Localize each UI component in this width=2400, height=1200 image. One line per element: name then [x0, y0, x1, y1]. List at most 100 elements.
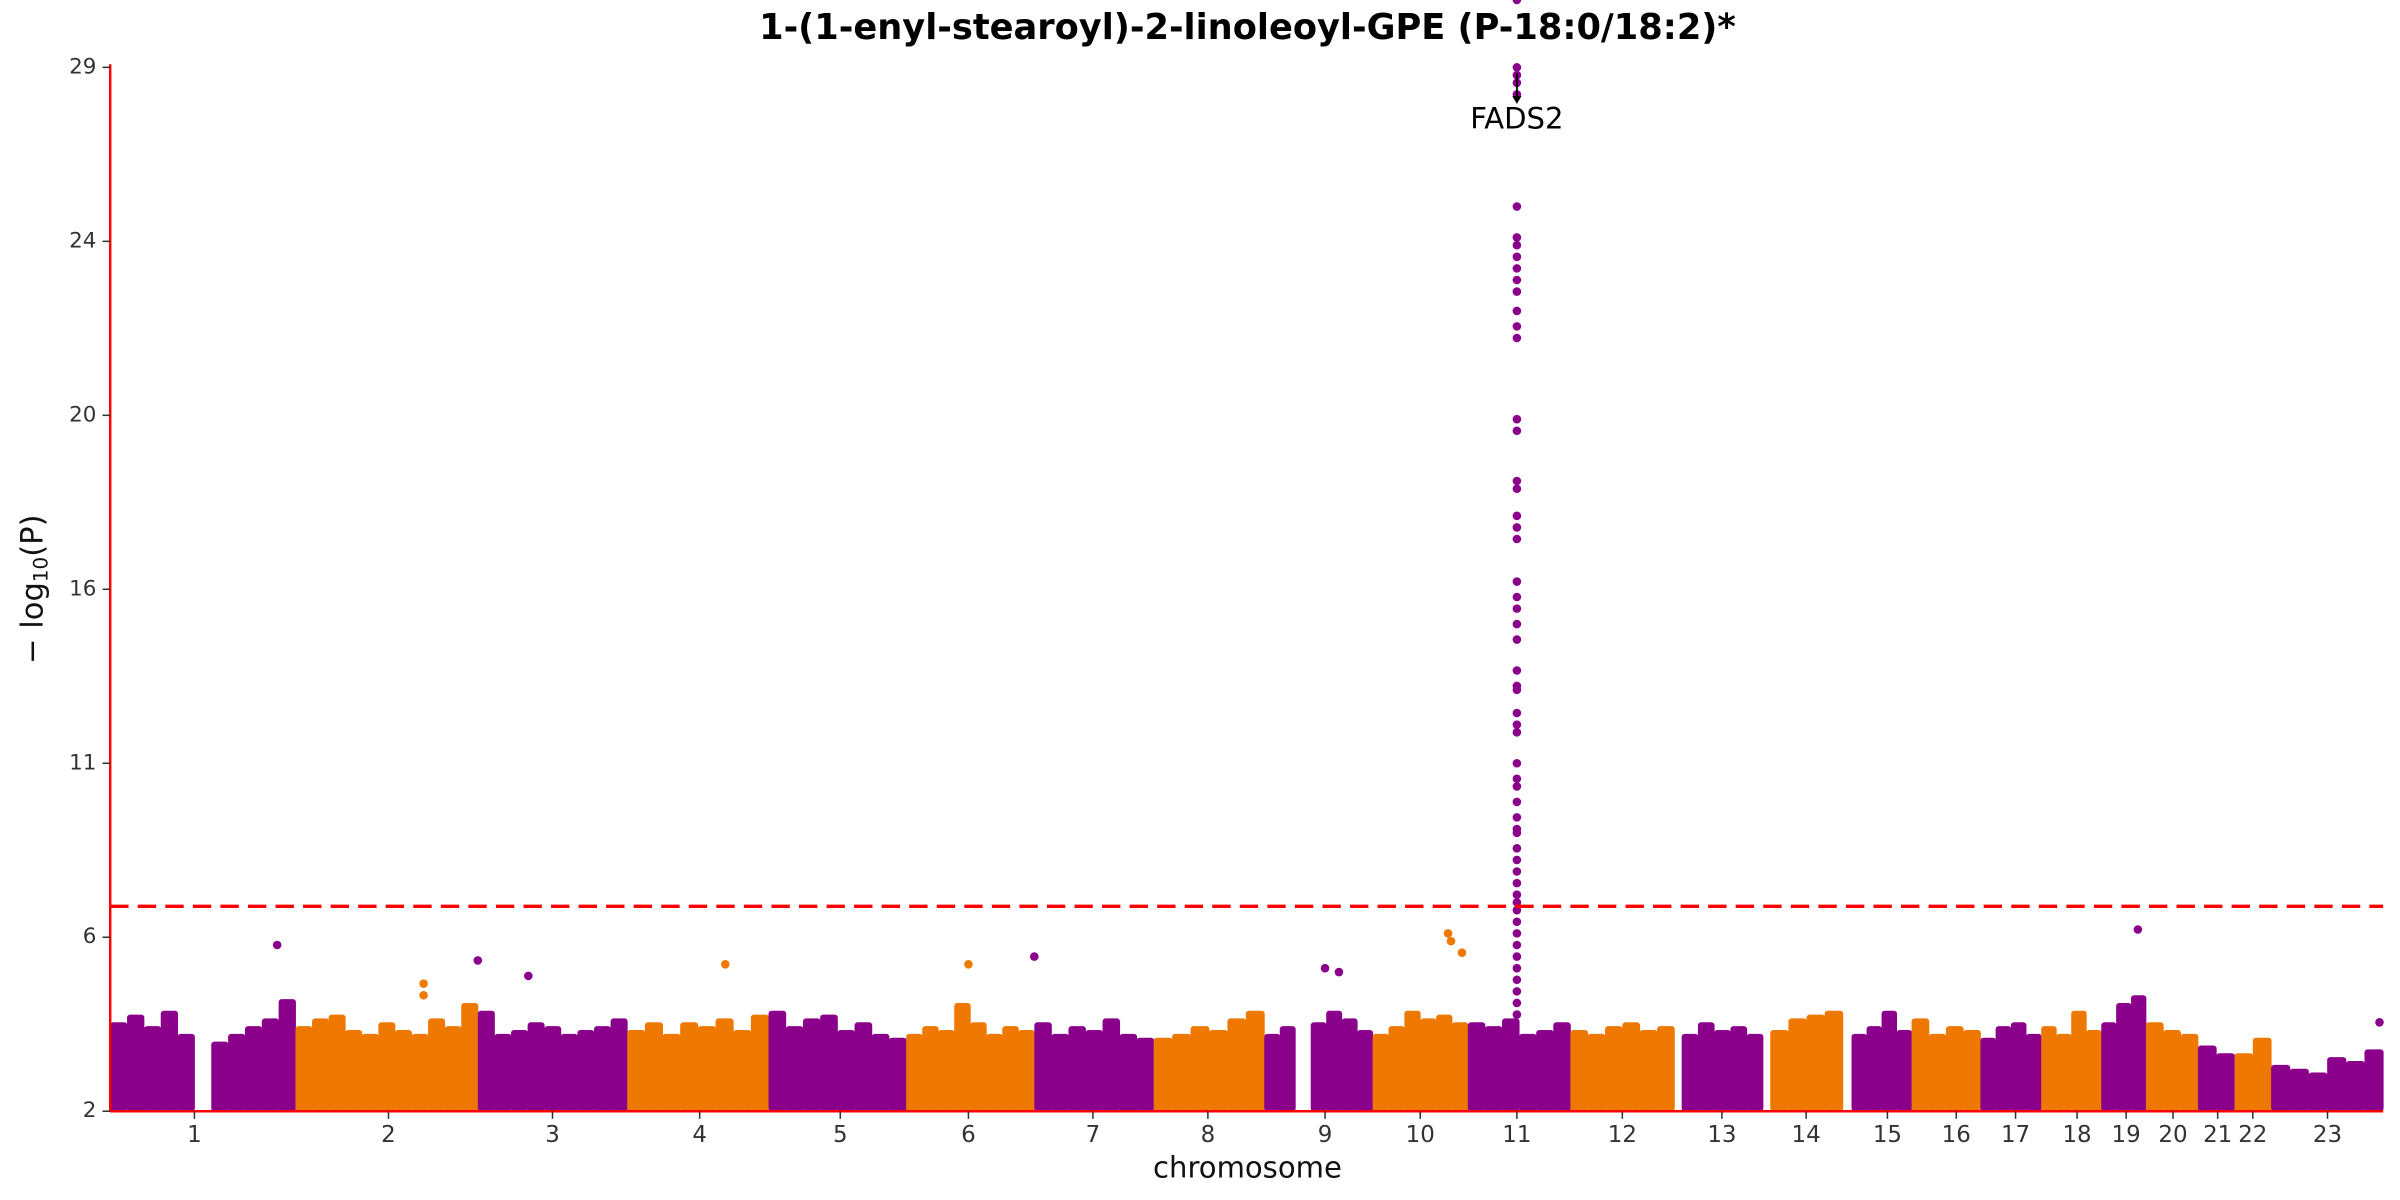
- snp-cloud: [871, 1033, 890, 1112]
- snp-point: [1512, 63, 1522, 72]
- snp-cloud: [1806, 1014, 1826, 1112]
- snp-point: [1512, 855, 1522, 865]
- snp-cloud: [1436, 1014, 1453, 1112]
- x-tick-label: 16: [1942, 1122, 1971, 1148]
- snp-cloud: [1896, 1030, 1913, 1112]
- x-tick-label: 14: [1792, 1122, 1821, 1148]
- snp-cloud: [1467, 1022, 1486, 1112]
- snp-point: [1512, 844, 1522, 853]
- snp-cloud: [428, 1018, 446, 1112]
- snp-cloud: [768, 1010, 787, 1112]
- snp-cloud: [2327, 1057, 2347, 1112]
- snp-cloud: [1945, 1026, 1964, 1112]
- snp-point: [1512, 202, 1522, 211]
- snp-point: [1512, 685, 1522, 695]
- snp-cloud: [1714, 1030, 1731, 1112]
- snp-point: [1512, 878, 1522, 888]
- snp-cloud: [1310, 1022, 1327, 1112]
- snp-point: [1512, 275, 1522, 285]
- snp-cloud: [361, 1033, 379, 1112]
- snp-cloud: [2364, 1049, 2384, 1112]
- snp-cloud: [2025, 1033, 2042, 1112]
- x-tick-label: 17: [2001, 1122, 2030, 1148]
- y-tick-label: 6: [83, 924, 97, 949]
- snp-point: [419, 990, 428, 1000]
- y-tick-label: 2: [83, 1098, 97, 1123]
- snp-cloud: [378, 1022, 396, 1112]
- snp-cloud: [1153, 1037, 1173, 1112]
- snp-cloud: [2289, 1068, 2309, 1112]
- snp-cloud: [1851, 1033, 1868, 1112]
- snp-cloud: [1372, 1033, 1389, 1112]
- snp-point: [1512, 890, 1522, 900]
- snp-cloud: [1824, 1010, 1844, 1112]
- snp-cloud: [1018, 1030, 1035, 1112]
- x-tick-label: 11: [1502, 1122, 1531, 1148]
- y-tick-label: 29: [69, 54, 96, 79]
- snp-point: [272, 940, 282, 950]
- snp-point: [964, 960, 973, 969]
- snp-cloud: [1656, 1026, 1675, 1112]
- snp-cloud: [577, 1030, 595, 1112]
- snp-cloud: [345, 1030, 363, 1112]
- snp-point: [1512, 240, 1522, 250]
- snp-point: [419, 979, 428, 988]
- snp-cloud: [394, 1030, 412, 1112]
- snp-cloud: [1451, 1022, 1469, 1112]
- snp-point: [473, 956, 483, 965]
- snp-cloud: [785, 1026, 804, 1112]
- snp-cloud: [1536, 1030, 1554, 1112]
- snp-cloud: [1928, 1033, 1947, 1112]
- snp-cloud: [2145, 1022, 2164, 1112]
- snp-cloud: [1484, 1026, 1503, 1112]
- snp-point: [1512, 813, 1522, 822]
- snp-point: [1512, 233, 1522, 242]
- snp-point: [1512, 414, 1522, 424]
- snp-cloud: [1227, 1018, 1247, 1112]
- snp-point: [1512, 635, 1522, 644]
- y-tick-label: 16: [69, 576, 96, 601]
- x-tick-label: 23: [2313, 1122, 2342, 1148]
- snp-cloud: [1963, 1030, 1981, 1112]
- snp-point: [1512, 666, 1522, 675]
- y-label-part: − log: [15, 582, 50, 664]
- snp-point: [1512, 975, 1522, 985]
- x-tick-label: 15: [1873, 1122, 1902, 1148]
- snp-point: [2375, 1018, 2384, 1027]
- snp-cloud: [177, 1033, 195, 1112]
- snp-point: [1512, 797, 1522, 807]
- x-tick-label: 4: [692, 1122, 707, 1148]
- snp-point: [1512, 619, 1522, 629]
- snp-point: [1512, 534, 1522, 544]
- snp-cloud: [888, 1037, 907, 1112]
- snp-cloud: [2086, 1030, 2102, 1112]
- snp-cloud: [2180, 1033, 2199, 1112]
- x-tick-label: 7: [1086, 1122, 1101, 1148]
- snp-point: [1512, 929, 1522, 938]
- x-tick-label: 21: [2203, 1122, 2232, 1148]
- snp-cloud: [1911, 1018, 1930, 1112]
- snp-cloud: [2197, 1045, 2217, 1112]
- snp-point: [1512, 264, 1522, 273]
- snp-cloud: [1697, 1022, 1715, 1112]
- snp-cloud: [295, 1026, 313, 1112]
- snp-cloud: [2163, 1030, 2182, 1112]
- snp-cloud: [1002, 1026, 1019, 1112]
- snp-cloud: [510, 1030, 529, 1112]
- snp-cloud: [1995, 1026, 2012, 1112]
- snp-cloud: [1119, 1033, 1138, 1112]
- snp-point: [1512, 577, 1522, 586]
- snp-cloud: [1404, 1010, 1421, 1112]
- snp-cloud: [2131, 995, 2147, 1112]
- snp-cloud: [1034, 1022, 1052, 1112]
- y-label-sub: 10: [29, 557, 52, 582]
- snp-cloud: [1136, 1037, 1155, 1112]
- snp-cloud: [1587, 1033, 1606, 1112]
- snp-point: [1512, 952, 1522, 961]
- snp-cloud: [1172, 1033, 1192, 1112]
- x-tick-label: 19: [2112, 1122, 2141, 1148]
- x-tick-label: 9: [1318, 1122, 1333, 1148]
- chart-title: 1-(1-enyl-stearoyl)-2-linoleoyl-GPE (P-1…: [759, 7, 1736, 48]
- snp-cloud: [802, 1018, 821, 1112]
